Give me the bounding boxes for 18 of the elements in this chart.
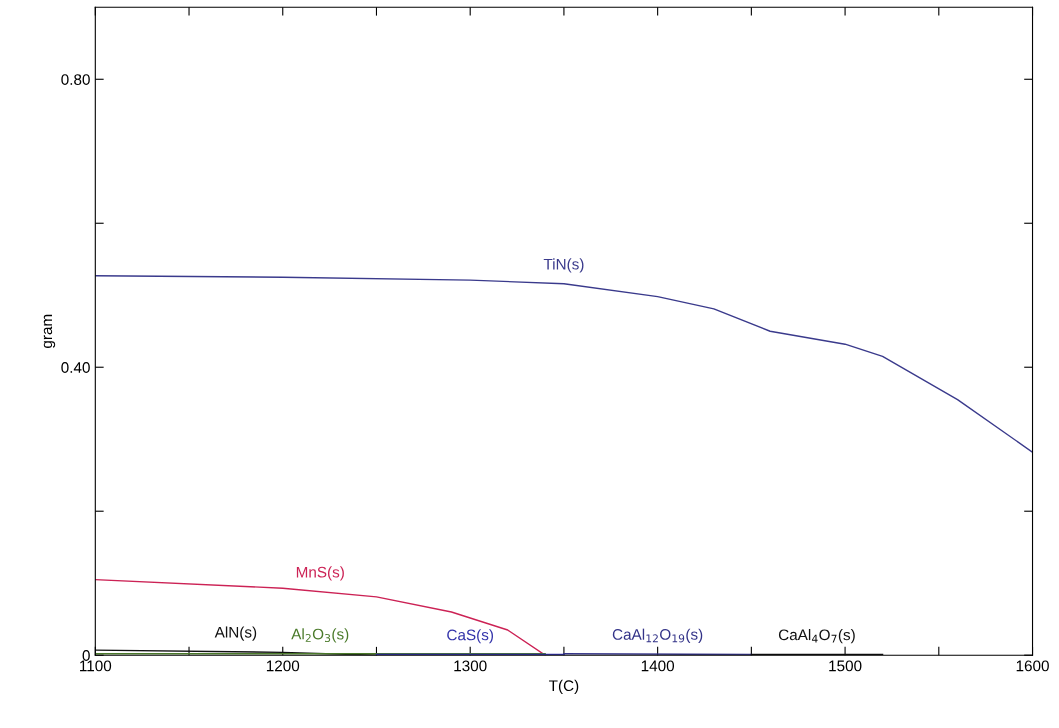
x-tick-label: 1500 [829, 660, 862, 672]
x-tick-label: 1300 [454, 660, 487, 672]
series-label: Al$_{2}$O$_{3}$(s) [291, 628, 349, 643]
y-tick-label: 0 [82, 650, 90, 661]
series-label: CaS(s) [447, 629, 494, 644]
series-label: CaAl$_{12}$O$_{19}$(s) [612, 628, 703, 643]
y-tick-label: 0.80 [61, 74, 90, 85]
series-label: AlN(s) [214, 626, 257, 641]
x-axis-title: T(C) [548, 679, 579, 695]
x-tick-label: 1600 [1016, 660, 1049, 672]
series-label: MnS(s) [296, 566, 344, 581]
series-label: TiN(s) [543, 258, 584, 273]
x-tick-label: 1100 [80, 660, 112, 672]
x-tick-label: 1400 [641, 660, 675, 672]
y-axis-title: gram [43, 314, 56, 348]
y-tick-label: 0.40 [61, 362, 90, 373]
series-label: CaAl$_{4}$O$_{7}$(s) [778, 629, 855, 644]
x-tick-label: 1200 [266, 660, 300, 672]
